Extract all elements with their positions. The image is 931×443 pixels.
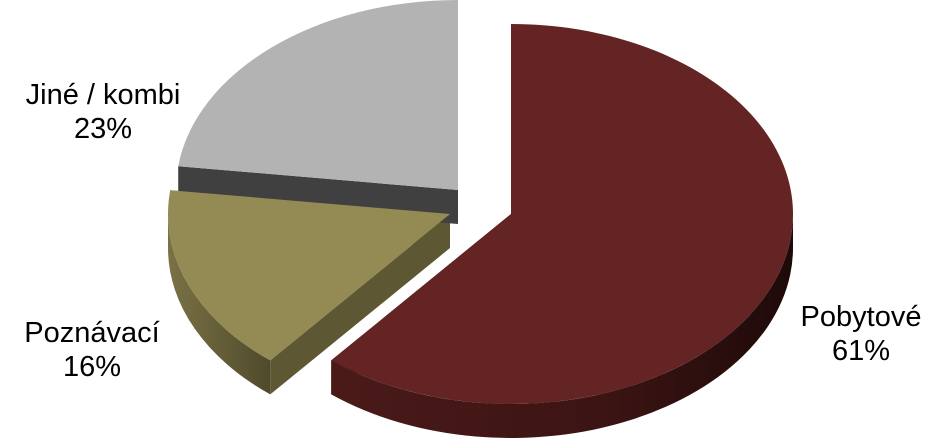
pie-slice-1 [331, 24, 793, 404]
slice-name-pobytove: Pobytové [800, 301, 922, 333]
pie-slice-3 [178, 0, 458, 190]
slice-percent-poznavaci: 16% [62, 351, 122, 383]
slice-name-poznavaci: Poznávací [24, 317, 160, 349]
slice-label-jine-kombi: Jiné / kombi 23% [8, 78, 198, 146]
slice-percent-jine-kombi: 23% [73, 113, 133, 145]
slice-name-jine-kombi: Jiné / kombi [25, 79, 181, 111]
pie-slice-2 [167, 190, 450, 361]
pie-slice-rim [331, 214, 793, 439]
slice-label-poznavaci: Poznávací 16% [4, 316, 180, 384]
pie-slice-rim [167, 214, 271, 395]
slice-percent-pobytove: 61% [831, 335, 891, 367]
pie-slice-wall [270, 214, 450, 395]
slice-label-pobytove: Pobytové 61% [786, 300, 931, 368]
